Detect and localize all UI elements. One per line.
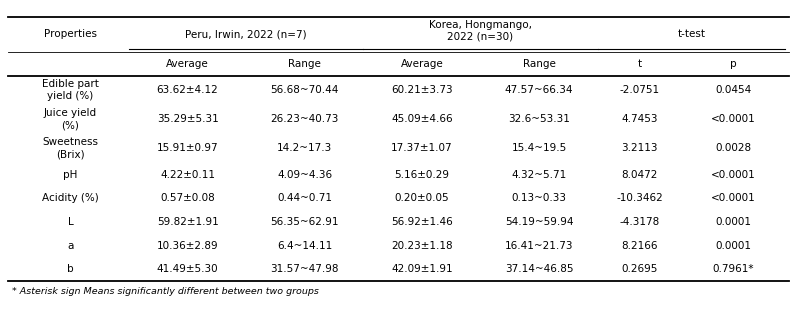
Text: 20.23±1.18: 20.23±1.18	[391, 241, 453, 251]
Text: 8.2166: 8.2166	[621, 241, 658, 251]
Text: pH: pH	[63, 170, 77, 179]
Text: 0.13~0.33: 0.13~0.33	[512, 193, 567, 203]
Text: 32.6~53.31: 32.6~53.31	[508, 114, 570, 124]
Text: <0.0001: <0.0001	[711, 193, 756, 203]
Text: 56.92±1.46: 56.92±1.46	[391, 217, 453, 227]
Text: 0.7961*: 0.7961*	[713, 264, 754, 275]
Text: Range: Range	[523, 59, 556, 69]
Text: Peru, Irwin, 2022 (n=7): Peru, Irwin, 2022 (n=7)	[186, 29, 307, 39]
Text: p: p	[730, 59, 736, 69]
Text: a: a	[67, 241, 73, 251]
Text: Korea, Hongmango,
2022 (n=30): Korea, Hongmango, 2022 (n=30)	[429, 20, 532, 42]
Text: 0.44~0.71: 0.44~0.71	[277, 193, 332, 203]
Text: 4.22±0.11: 4.22±0.11	[160, 170, 215, 179]
Text: 56.68~70.44: 56.68~70.44	[271, 85, 339, 95]
Text: 42.09±1.91: 42.09±1.91	[391, 264, 453, 275]
Text: 10.36±2.89: 10.36±2.89	[157, 241, 218, 251]
Text: 60.21±3.73: 60.21±3.73	[391, 85, 453, 95]
Text: 16.41~21.73: 16.41~21.73	[505, 241, 573, 251]
Text: t: t	[638, 59, 642, 69]
Text: Average: Average	[167, 59, 209, 69]
Text: <0.0001: <0.0001	[711, 170, 756, 179]
Text: Properties: Properties	[44, 29, 97, 39]
Text: -10.3462: -10.3462	[616, 193, 663, 203]
Text: 41.49±5.30: 41.49±5.30	[157, 264, 218, 275]
Text: b: b	[67, 264, 74, 275]
Text: 0.0454: 0.0454	[715, 85, 752, 95]
Text: 35.29±5.31: 35.29±5.31	[157, 114, 218, 124]
Text: 59.82±1.91: 59.82±1.91	[157, 217, 218, 227]
Text: <0.0001: <0.0001	[711, 114, 756, 124]
Text: -2.0751: -2.0751	[619, 85, 660, 95]
Text: 0.0028: 0.0028	[715, 143, 752, 153]
Text: L: L	[68, 217, 73, 227]
Text: 4.7453: 4.7453	[621, 114, 658, 124]
Text: 63.62±4.12: 63.62±4.12	[157, 85, 218, 95]
Text: 37.14~46.85: 37.14~46.85	[505, 264, 573, 275]
Text: Acidity (%): Acidity (%)	[42, 193, 99, 203]
Text: 5.16±0.29: 5.16±0.29	[395, 170, 450, 179]
Text: t-test: t-test	[677, 29, 705, 39]
Text: 26.23~40.73: 26.23~40.73	[271, 114, 339, 124]
Text: * Asterisk sign Means significantly different between two groups: * Asterisk sign Means significantly diff…	[12, 287, 319, 296]
Text: 56.35~62.91: 56.35~62.91	[270, 217, 339, 227]
Text: 0.0001: 0.0001	[715, 241, 752, 251]
Text: Juice yield
(%): Juice yield (%)	[44, 109, 97, 130]
Text: Sweetness
(Brix): Sweetness (Brix)	[42, 137, 99, 159]
Text: Average: Average	[401, 59, 443, 69]
Text: 0.57±0.08: 0.57±0.08	[160, 193, 215, 203]
Text: 54.19~59.94: 54.19~59.94	[505, 217, 573, 227]
Text: 15.4~19.5: 15.4~19.5	[512, 143, 567, 153]
Text: 8.0472: 8.0472	[622, 170, 658, 179]
Text: Range: Range	[289, 59, 321, 69]
Text: 47.57~66.34: 47.57~66.34	[505, 85, 573, 95]
Text: 3.2113: 3.2113	[621, 143, 658, 153]
Text: Edible part
yield (%): Edible part yield (%)	[42, 80, 99, 101]
Text: 4.32~5.71: 4.32~5.71	[512, 170, 567, 179]
Text: 15.91±0.97: 15.91±0.97	[157, 143, 218, 153]
Text: 31.57~47.98: 31.57~47.98	[270, 264, 339, 275]
Text: 6.4~14.11: 6.4~14.11	[277, 241, 332, 251]
Text: 0.2695: 0.2695	[622, 264, 658, 275]
Text: 45.09±4.66: 45.09±4.66	[391, 114, 453, 124]
Text: 0.0001: 0.0001	[715, 217, 752, 227]
Text: 4.09~4.36: 4.09~4.36	[277, 170, 332, 179]
Text: 14.2~17.3: 14.2~17.3	[277, 143, 332, 153]
Text: 0.20±0.05: 0.20±0.05	[395, 193, 450, 203]
Text: -4.3178: -4.3178	[619, 217, 660, 227]
Text: 17.37±1.07: 17.37±1.07	[391, 143, 453, 153]
